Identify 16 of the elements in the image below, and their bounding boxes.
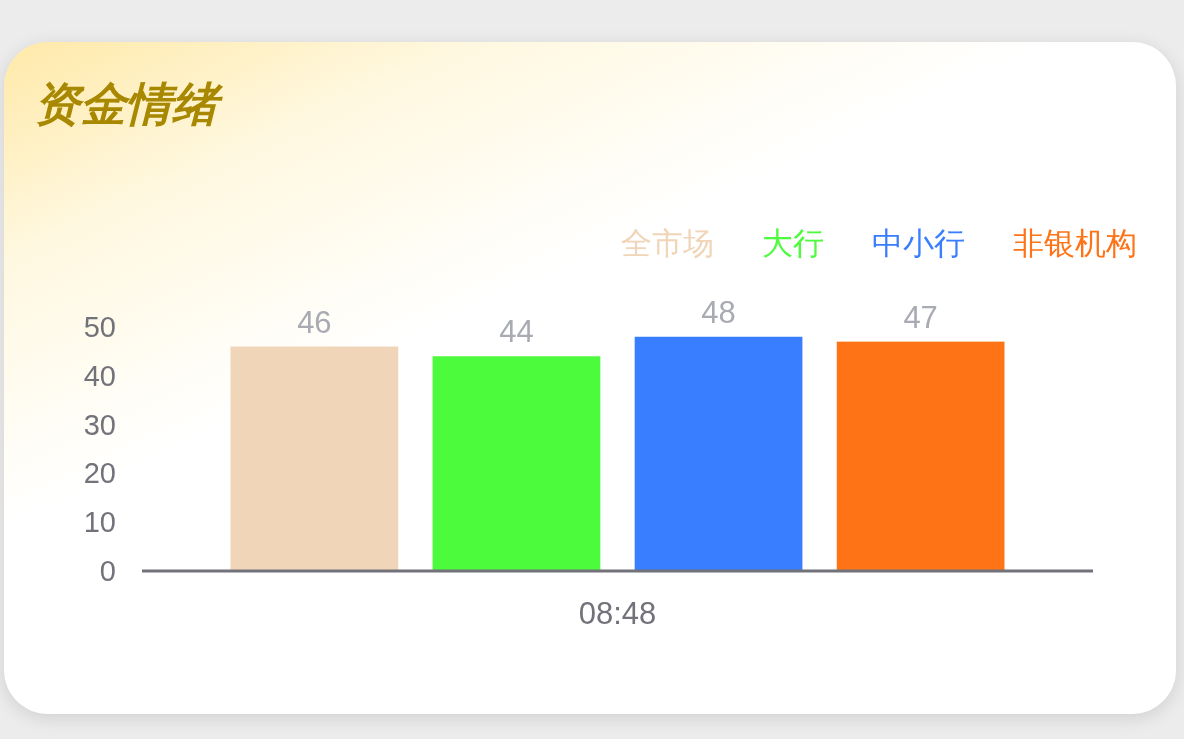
text: 大行 bbox=[762, 225, 824, 261]
text: 全市场 bbox=[621, 225, 714, 261]
y-tick-label: 40 bbox=[83, 359, 116, 392]
y-tick-label: 50 bbox=[83, 311, 116, 343]
data-label: 47 bbox=[903, 299, 938, 335]
data-label: 48 bbox=[701, 294, 736, 330]
text: 非银机构 bbox=[1013, 225, 1137, 261]
data-label: 44 bbox=[499, 314, 534, 350]
y-tick-label: 0 bbox=[99, 555, 116, 587]
y-tick-label: 30 bbox=[83, 408, 116, 441]
chart-title: 资金情绪 bbox=[34, 78, 224, 130]
data-label: 46 bbox=[297, 304, 332, 340]
x-tick-label: 08:48 bbox=[578, 596, 657, 631]
y-tick-label: 20 bbox=[83, 457, 116, 490]
y-tick-label: 10 bbox=[83, 506, 116, 539]
text: 中小行 bbox=[872, 225, 965, 261]
